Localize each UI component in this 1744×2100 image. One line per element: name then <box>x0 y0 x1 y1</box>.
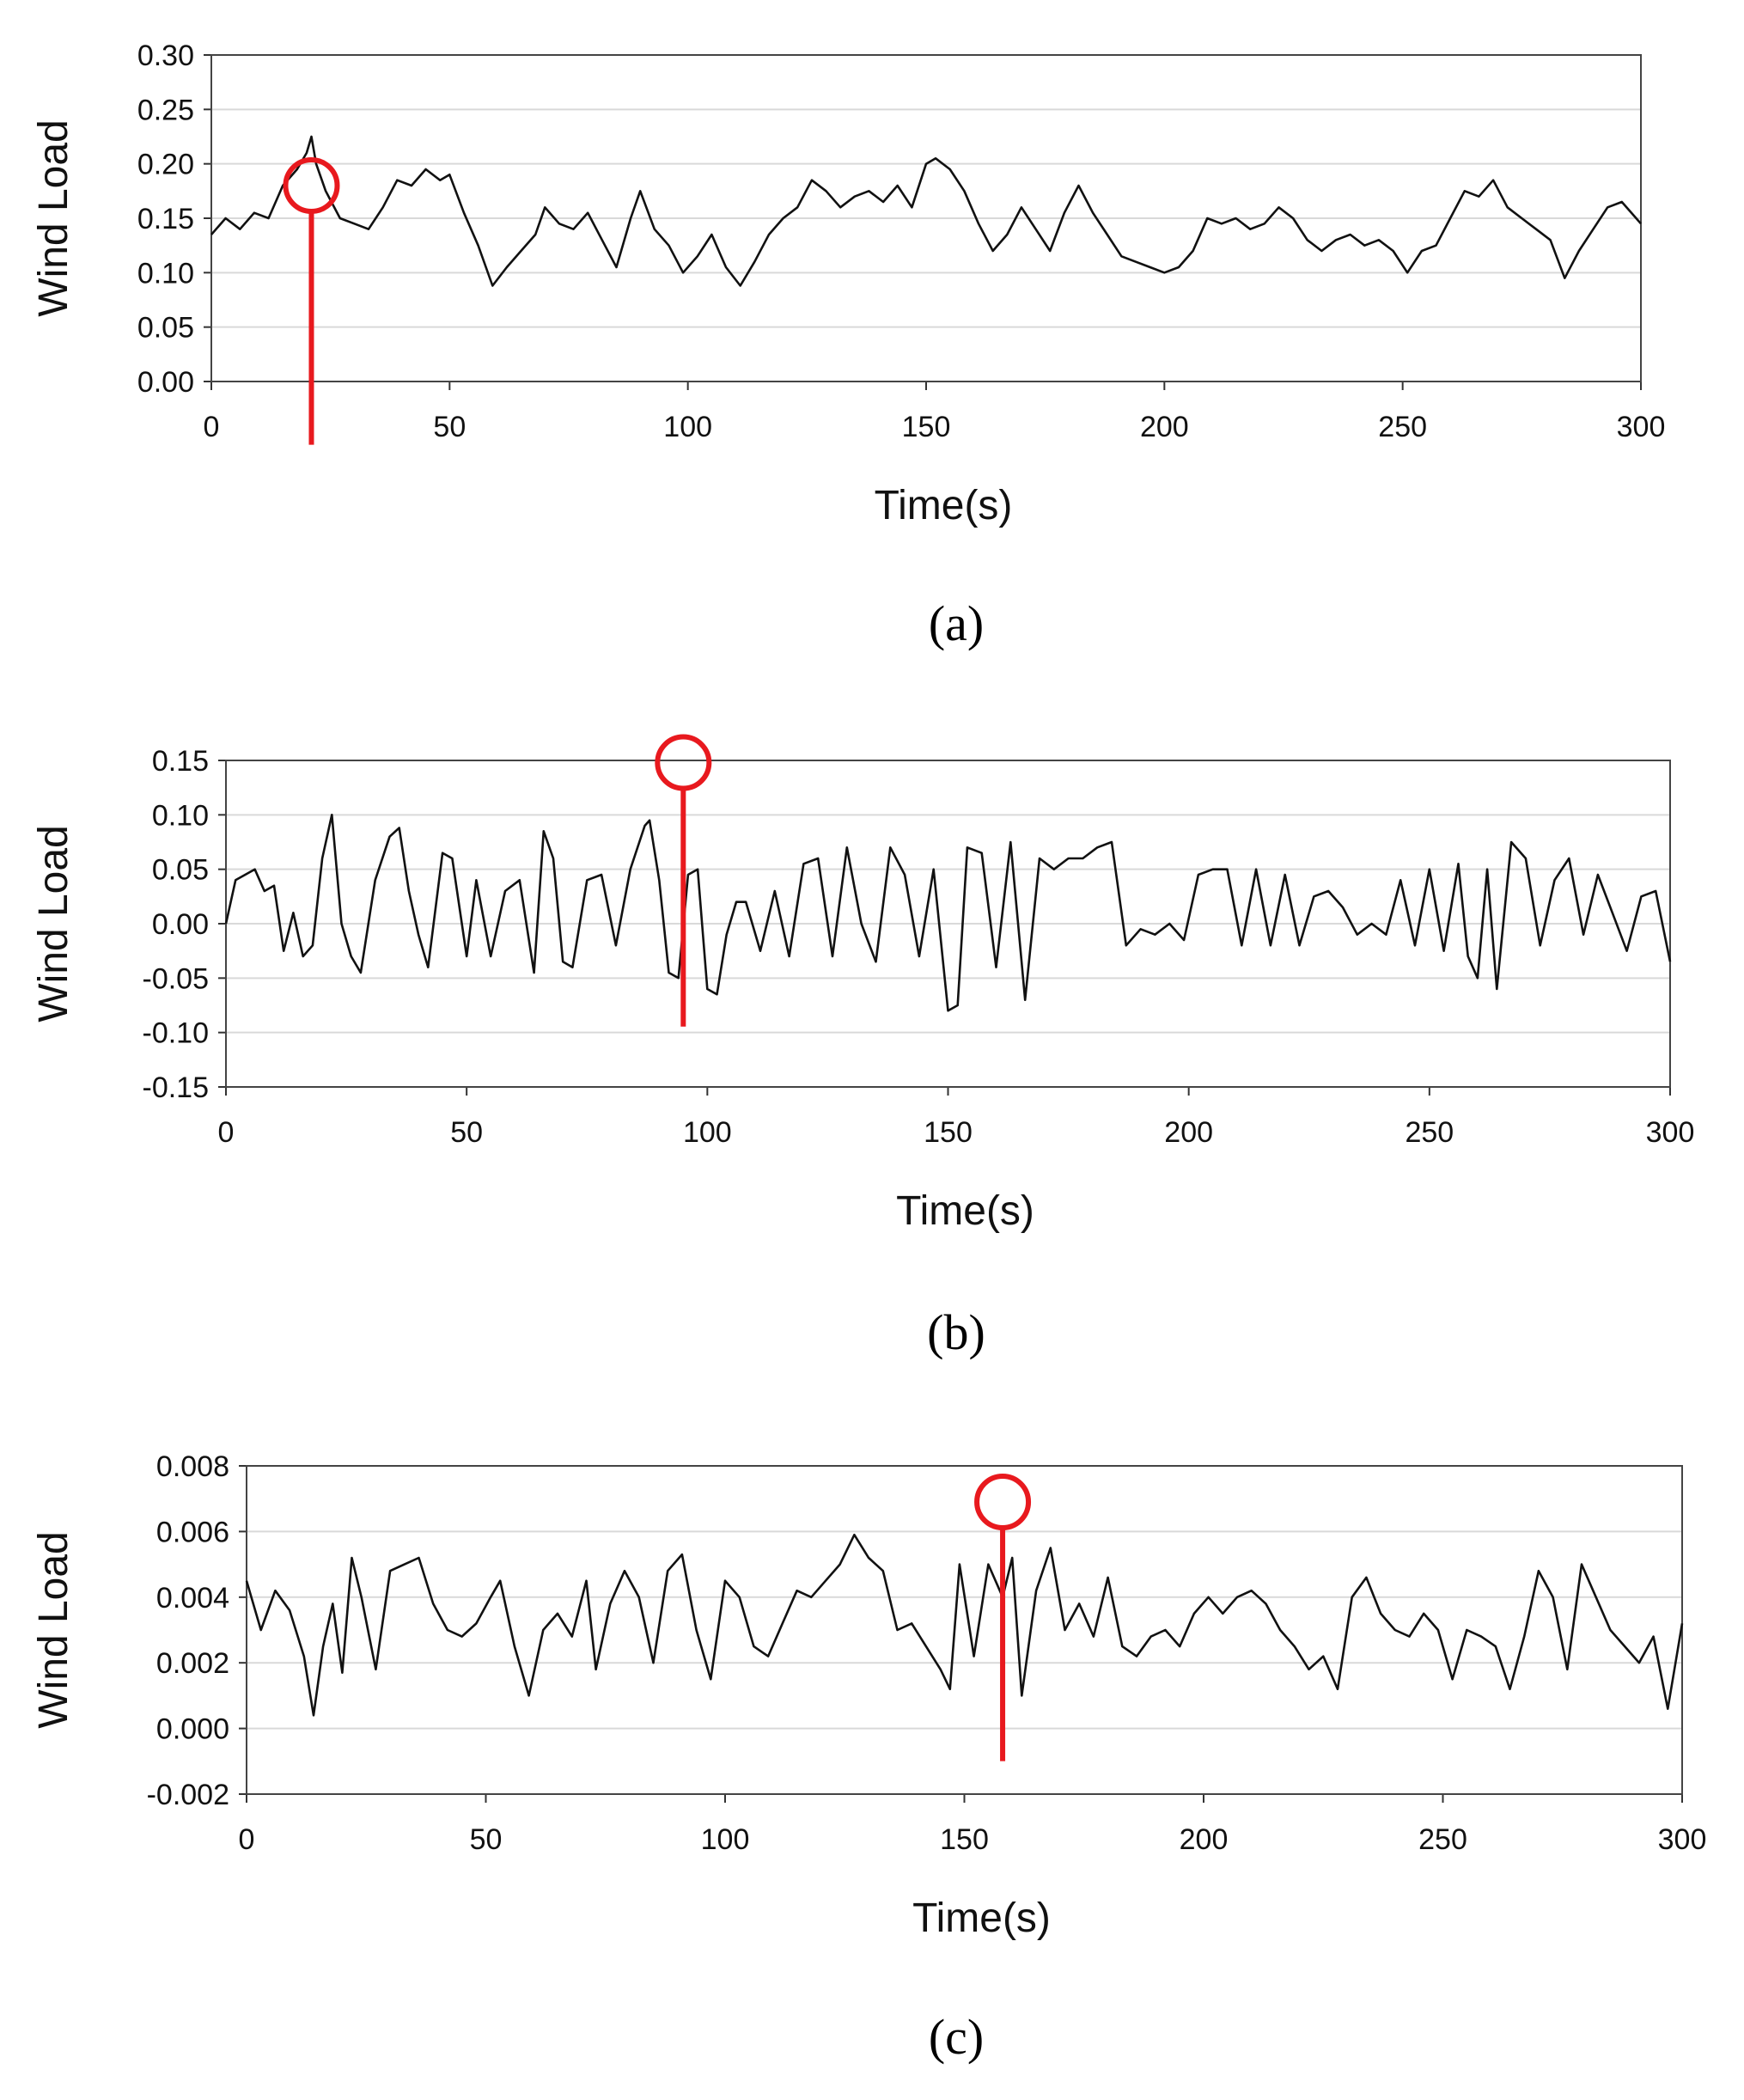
marker-circle <box>283 157 340 214</box>
y-tick-label: -0.10 <box>143 1017 210 1050</box>
x-tick-label: 250 <box>1418 1823 1467 1856</box>
y-tick-label: -0.05 <box>143 962 210 995</box>
y-tick-label: 0.05 <box>152 854 209 887</box>
y-tick-label: 0.05 <box>137 312 194 345</box>
panel-caption: (c) <box>929 2009 984 2065</box>
x-tick-label: 0 <box>218 1116 235 1149</box>
x-tick-label: 100 <box>663 411 712 443</box>
wind-load-series-line <box>245 1533 1684 1717</box>
y-tick-label: 0.002 <box>156 1647 229 1680</box>
x-tick-label: 0 <box>239 1823 255 1856</box>
x-tick-label: 250 <box>1405 1116 1454 1149</box>
x-tick-label: 250 <box>1378 411 1427 443</box>
wind-load-series-line <box>210 135 1642 287</box>
y-tick-label: -0.15 <box>143 1071 210 1104</box>
x-tick-label: 150 <box>924 1116 973 1149</box>
y-tick-label: 0.00 <box>137 366 194 399</box>
y-tick-label: 0.006 <box>156 1516 229 1548</box>
y-tick-label: 0.30 <box>137 40 194 72</box>
y-axis-title: Wind Load <box>31 1531 76 1728</box>
y-tick-label: -0.002 <box>147 1779 229 1811</box>
x-axis-title: Time(s) <box>875 483 1013 528</box>
y-tick-label: 0.00 <box>152 908 209 941</box>
y-tick-label: 0.10 <box>137 257 194 290</box>
marker-circle <box>974 1474 1032 1531</box>
plot-frame <box>210 54 1642 382</box>
y-tick-label: 0.15 <box>137 203 194 235</box>
panel-c: -0.002 0.000 0.002 0.004 0.006 0.008 0 50 100 150… <box>31 1450 1706 2065</box>
x-tick-label: 100 <box>683 1116 732 1149</box>
x-tick-label: 300 <box>1646 1116 1695 1149</box>
x-axis-title: Time(s) <box>896 1188 1034 1234</box>
panel-a: 0.00 0.05 0.10 0.15 0.20 0.25 0.30 0 50 100 150 200… <box>31 40 1665 651</box>
panel-caption: (b) <box>927 1304 985 1360</box>
y-tick-label: 0.008 <box>156 1450 229 1483</box>
x-tick-label: 200 <box>1140 411 1189 443</box>
y-tick-label: 0.20 <box>137 149 194 181</box>
panel-b: -0.15 -0.10 -0.05 0.00 0.05 0.10 0.15 0 50 100 150… <box>31 734 1695 1360</box>
x-tick-label: 50 <box>450 1116 483 1149</box>
y-tick-label: 0.10 <box>152 799 209 832</box>
y-tick-label: 0.000 <box>156 1713 229 1746</box>
x-tick-label: 100 <box>701 1823 750 1856</box>
y-tick-label: 0.004 <box>156 1582 229 1615</box>
x-tick-label: 200 <box>1180 1823 1229 1856</box>
x-tick-label: 50 <box>433 411 466 443</box>
marker-circle <box>655 734 712 791</box>
x-tick-label: 50 <box>470 1823 503 1856</box>
x-tick-label: 300 <box>1658 1823 1707 1856</box>
y-axis-title: Wind Load <box>31 119 76 316</box>
x-axis-title: Time(s) <box>912 1895 1051 1941</box>
y-tick-label: 0.25 <box>137 94 194 126</box>
wind-load-series-line <box>224 814 1672 1012</box>
x-tick-label: 150 <box>902 411 951 443</box>
x-tick-label: 200 <box>1164 1116 1213 1149</box>
panel-caption: (a) <box>929 595 984 651</box>
y-tick-label: 0.15 <box>152 745 209 778</box>
x-tick-label: 150 <box>940 1823 989 1856</box>
y-axis-title: Wind Load <box>31 825 76 1022</box>
x-tick-label: 300 <box>1617 411 1666 443</box>
x-tick-label: 0 <box>204 411 220 443</box>
